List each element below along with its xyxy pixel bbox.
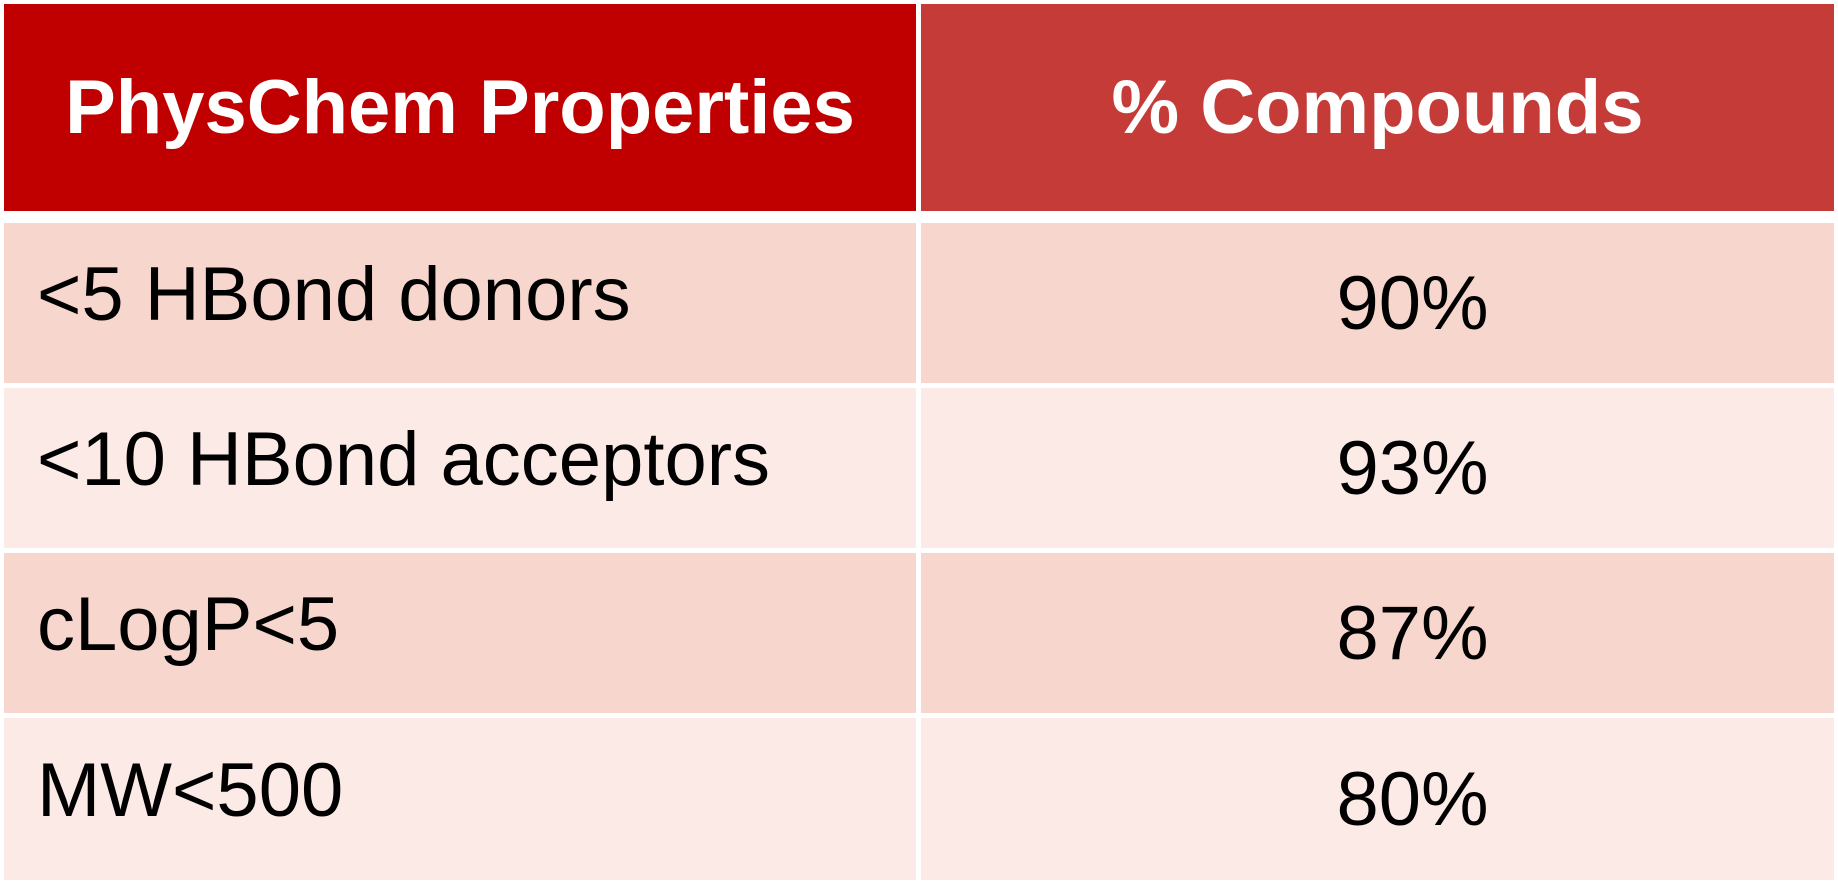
header-percent-compounds: % Compounds xyxy=(921,4,1834,211)
physchem-table: PhysChem Properties % Compounds <5 HBond… xyxy=(4,4,1834,880)
property-cell: MW<500 xyxy=(4,718,916,880)
percent-cell: 93% xyxy=(921,388,1834,548)
percent-cell: 80% xyxy=(921,718,1834,880)
table-row: <5 HBond donors 90% xyxy=(4,223,1834,383)
table-row: <10 HBond acceptors 93% xyxy=(4,388,1834,548)
property-cell: <10 HBond acceptors xyxy=(4,388,916,548)
table-row: cLogP<5 87% xyxy=(4,553,1834,713)
property-cell: <5 HBond donors xyxy=(4,223,916,383)
percent-cell: 87% xyxy=(921,553,1834,713)
percent-cell: 90% xyxy=(921,223,1834,383)
table-header-row: PhysChem Properties % Compounds xyxy=(4,4,1834,211)
property-cell: cLogP<5 xyxy=(4,553,916,713)
table-row: MW<500 80% xyxy=(4,718,1834,880)
header-physchem-properties: PhysChem Properties xyxy=(4,4,916,211)
